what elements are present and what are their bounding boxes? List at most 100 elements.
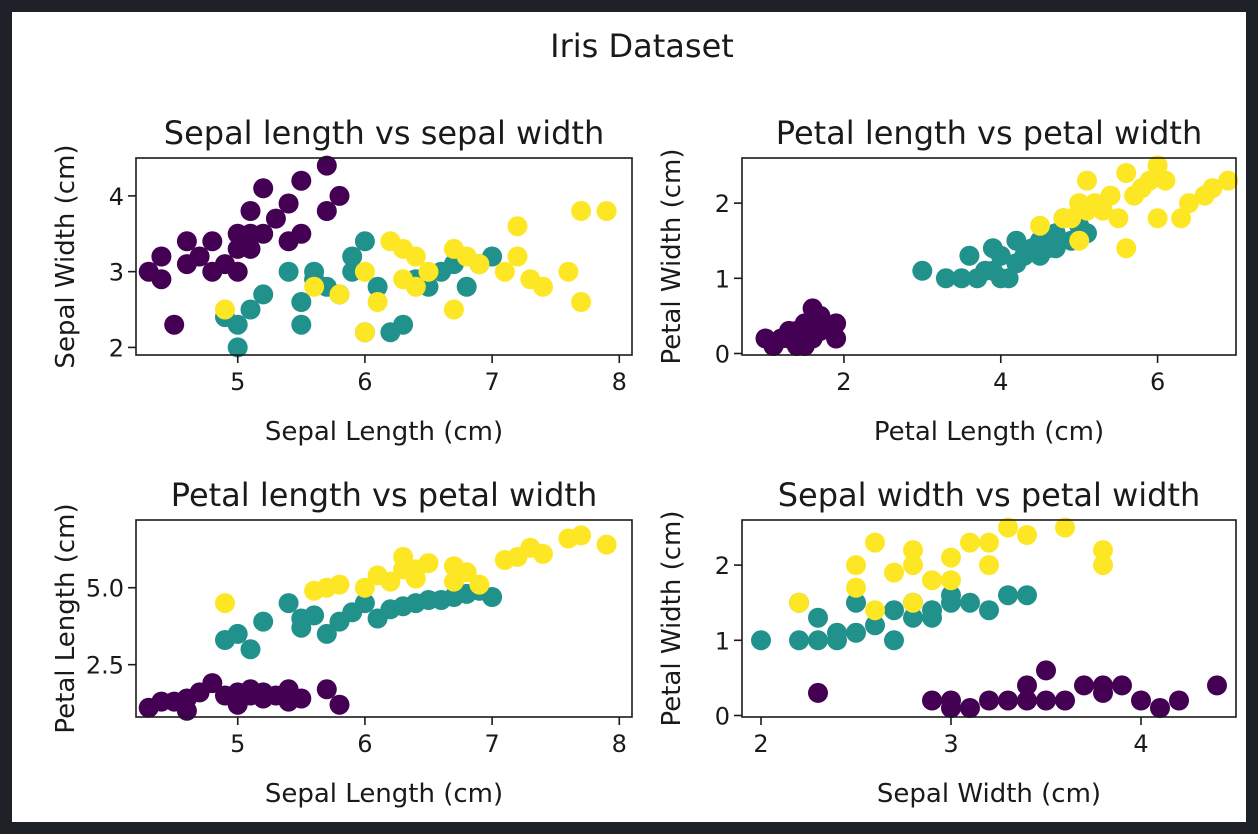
scatter-point	[1100, 185, 1121, 206]
scatter-point	[1179, 193, 1199, 214]
scatter-point	[329, 694, 350, 715]
scatter-point	[979, 600, 999, 621]
scatter-point	[354, 261, 375, 282]
scatter-point	[1045, 223, 1066, 244]
scatter-point	[1150, 698, 1170, 718]
x-axis-label: Petal Length (cm)	[874, 417, 1104, 447]
scatter-point	[291, 688, 312, 709]
x-tick-label: 5	[230, 368, 245, 396]
scatter-point	[189, 246, 210, 267]
scatter-point	[922, 600, 942, 621]
scatter-point	[903, 592, 923, 613]
scatter-point	[1036, 690, 1056, 711]
x-tick-label: 8	[612, 730, 627, 758]
scatter-point	[596, 201, 617, 221]
scatter-point	[990, 245, 1011, 266]
y-tick-label: 2	[715, 190, 730, 218]
scatter-point	[253, 284, 274, 305]
scatter-point	[316, 623, 337, 644]
scatter-point	[291, 170, 312, 191]
scatter-point	[507, 216, 528, 237]
scatter-point	[903, 540, 923, 561]
scatter-point	[1093, 540, 1113, 561]
y-axis-label: Petal Width (cm)	[657, 148, 687, 364]
scatter-point	[380, 571, 401, 592]
scatter-point	[884, 600, 904, 621]
x-tick-label: 4	[993, 368, 1008, 396]
scatter-point	[826, 313, 847, 334]
scatter-point	[354, 231, 375, 252]
scatter-point	[176, 700, 197, 721]
scatter-point	[941, 585, 961, 606]
scatter-point	[215, 593, 235, 614]
scatter-point	[941, 570, 961, 591]
scatter-point	[922, 690, 942, 711]
scatter-point	[443, 299, 464, 320]
scatter-point	[240, 639, 261, 660]
scatter-point	[1045, 238, 1066, 259]
scatter-point	[1061, 208, 1082, 229]
scatter-point	[979, 555, 999, 576]
scatter-point	[329, 284, 350, 305]
scatter-point	[808, 630, 828, 651]
scatter-point	[979, 690, 999, 711]
scatter-point	[316, 155, 337, 176]
scatter-point	[941, 547, 961, 568]
scatter-point	[571, 292, 592, 312]
scatter-point	[1030, 215, 1050, 236]
scatter-point	[469, 254, 490, 275]
y-tick-label: 5.0	[86, 575, 124, 603]
scatter-point	[865, 532, 885, 553]
scatter-point	[959, 245, 980, 266]
y-tick-label: 4	[109, 183, 124, 211]
plot-frame	[741, 157, 1237, 356]
scatter-point	[265, 208, 286, 229]
scatter-point	[979, 532, 999, 553]
scatter-point	[304, 605, 325, 626]
scatter-point	[202, 673, 223, 694]
scatter-point	[533, 543, 553, 564]
x-axis-label: Sepal Length (cm)	[265, 417, 503, 447]
y-tick-label: 3	[109, 259, 124, 287]
scatter-point	[1108, 208, 1129, 229]
x-axis-label: Sepal Length (cm)	[265, 779, 503, 809]
scatter-point	[951, 268, 972, 289]
scatter-point	[789, 630, 809, 651]
scatter-point	[846, 622, 866, 643]
scatter-point	[393, 314, 414, 335]
scatter-point	[151, 246, 172, 267]
scatter-point	[998, 268, 1019, 289]
scatter-point	[1055, 517, 1075, 538]
scatter-point	[405, 246, 426, 267]
scatter-point	[846, 555, 866, 576]
scatter-point	[291, 292, 312, 312]
scatter-point	[1055, 690, 1075, 711]
scatter-point	[1069, 230, 1090, 251]
scatter-point	[278, 193, 299, 214]
scatter-point	[808, 607, 828, 628]
scatter-point	[1202, 178, 1223, 199]
y-axis-label: Petal Length (cm)	[51, 503, 81, 733]
scatter-point	[469, 574, 490, 595]
scatter-point	[865, 615, 885, 636]
scatter-point	[1131, 690, 1151, 711]
x-tick-label: 2	[836, 368, 851, 396]
y-tick-label: 2.5	[86, 652, 124, 680]
scatter-point	[278, 261, 299, 282]
x-tick-label: 2	[753, 730, 768, 758]
x-tick-label: 6	[357, 730, 372, 758]
figure-canvas: Iris Dataset 5 6 7 8 2 3 4 Sepal length vs sepa…	[12, 12, 1246, 822]
x-axis-label: Sepal Width (cm)	[877, 779, 1101, 809]
subplot-title: Petal length vs petal width	[776, 114, 1202, 152]
scatter-point	[1116, 238, 1137, 259]
scatter-point	[960, 532, 980, 553]
scatter-point	[227, 314, 248, 335]
scatter-point	[1218, 170, 1239, 191]
subplot-title: Petal length vs petal width	[171, 476, 597, 514]
scatter-point	[998, 585, 1018, 606]
scatter-point	[304, 276, 325, 297]
scatter-point	[846, 592, 866, 613]
scatter-point	[316, 201, 337, 221]
y-tick-label: 2	[109, 334, 124, 362]
scatter-point	[354, 593, 375, 614]
